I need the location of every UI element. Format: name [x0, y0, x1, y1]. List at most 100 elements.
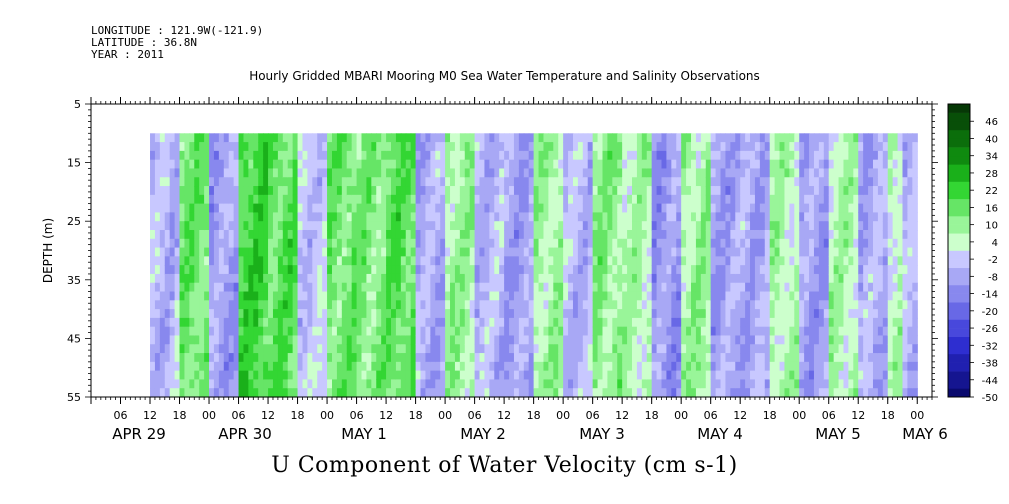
heatmap-cell [395, 221, 402, 231]
heatmap-cell [858, 335, 864, 345]
heatmap-cell [150, 142, 156, 152]
heatmap-cell [661, 159, 668, 170]
heatmap-cell [848, 317, 854, 328]
heatmap-cell [258, 203, 264, 214]
heatmap-cell [420, 229, 427, 240]
heatmap-cell [828, 229, 835, 240]
heatmap-cell [892, 317, 899, 328]
heatmap-cell [710, 344, 717, 354]
heatmap-cell [297, 168, 304, 178]
heatmap-cell [646, 133, 653, 143]
heatmap-cell [405, 142, 412, 152]
heatmap-cell [233, 212, 240, 222]
heatmap-cell [577, 326, 584, 337]
heatmap-cell [818, 168, 825, 178]
heatmap-cell [253, 344, 259, 354]
heatmap-cell [784, 194, 790, 205]
heatmap-cell [745, 326, 751, 337]
heatmap-cell [272, 247, 279, 257]
heatmap-cell [391, 273, 397, 284]
heatmap-cell [425, 326, 431, 337]
heatmap-cell [656, 379, 663, 389]
heatmap-cell [351, 326, 358, 337]
heatmap-cell [213, 344, 220, 354]
heatmap-cell [563, 309, 569, 319]
heatmap-cell [469, 265, 476, 275]
heatmap-cell [454, 335, 461, 345]
heatmap-cell [184, 335, 190, 345]
heatmap-cell [789, 168, 795, 178]
heatmap-cell [189, 291, 195, 301]
heatmap-cell [784, 168, 790, 178]
heatmap-cell [302, 221, 308, 231]
heatmap-cell [395, 168, 402, 178]
heatmap-cell [518, 194, 525, 205]
heatmap-cell [887, 309, 894, 319]
heatmap-cell [430, 361, 436, 372]
heatmap-cell [164, 221, 171, 231]
heatmap-cell [238, 300, 245, 310]
heatmap-cell [828, 370, 835, 381]
heatmap-cell [371, 168, 377, 178]
heatmap-cell [435, 388, 441, 398]
heatmap-cell [312, 247, 318, 257]
heatmap-cell [435, 142, 441, 152]
heatmap-cell [543, 142, 549, 152]
heatmap-cell [676, 194, 682, 205]
heatmap-cell [572, 361, 579, 372]
heatmap-cell [858, 186, 864, 196]
heatmap-cell [592, 317, 599, 328]
heatmap-cell [882, 282, 889, 293]
heatmap-cell [228, 221, 235, 231]
heatmap-cell [602, 247, 609, 257]
heatmap-cell [415, 133, 422, 143]
heatmap-cell [789, 361, 795, 372]
heatmap-cell [779, 229, 786, 240]
heatmap-cell [479, 142, 486, 152]
heatmap-cell [799, 291, 805, 301]
heatmap-cell [489, 309, 495, 319]
heatmap-cell [828, 203, 835, 214]
heatmap-cell [150, 353, 156, 363]
heatmap-cell [209, 379, 215, 389]
heatmap-cell [395, 256, 402, 266]
heatmap-cell [887, 300, 894, 310]
heatmap-cell [764, 335, 771, 345]
heatmap-cell [735, 229, 741, 240]
heatmap-cell [740, 388, 746, 398]
heatmap-cell [543, 361, 549, 372]
heatmap-cell [228, 238, 235, 249]
heatmap-cell [450, 247, 456, 257]
heatmap-cell [597, 238, 604, 249]
heatmap-cell [597, 221, 604, 231]
heatmap-cell [179, 212, 186, 222]
heatmap-cell [877, 370, 884, 381]
heatmap-cell [695, 326, 702, 337]
heatmap-cell [666, 221, 672, 231]
heatmap-cell [577, 388, 584, 398]
heatmap-cell [794, 265, 800, 275]
heatmap-cell [759, 309, 766, 319]
heatmap-cell [287, 229, 294, 240]
heatmap-cell [587, 150, 594, 161]
heatmap-cell [720, 361, 727, 372]
heatmap-cell [656, 273, 663, 284]
heatmap-cell [622, 309, 628, 319]
heatmap-cell [617, 379, 623, 389]
heatmap-cell [646, 353, 653, 363]
heatmap-cell [735, 379, 741, 389]
heatmap-cell [592, 221, 599, 231]
heatmap-cell [907, 177, 913, 187]
heatmap-cell [695, 379, 702, 389]
heatmap-cell [317, 168, 323, 178]
heatmap-cell [445, 142, 451, 152]
heatmap-cell [735, 247, 741, 257]
heatmap-cell [538, 361, 545, 372]
heatmap-cell [391, 142, 397, 152]
heatmap-cell [523, 370, 530, 381]
heatmap-cell [484, 159, 490, 170]
heatmap-cell [336, 370, 343, 381]
heatmap-cell [435, 238, 441, 249]
heatmap-cell [391, 133, 397, 143]
heatmap-cell [720, 273, 727, 284]
